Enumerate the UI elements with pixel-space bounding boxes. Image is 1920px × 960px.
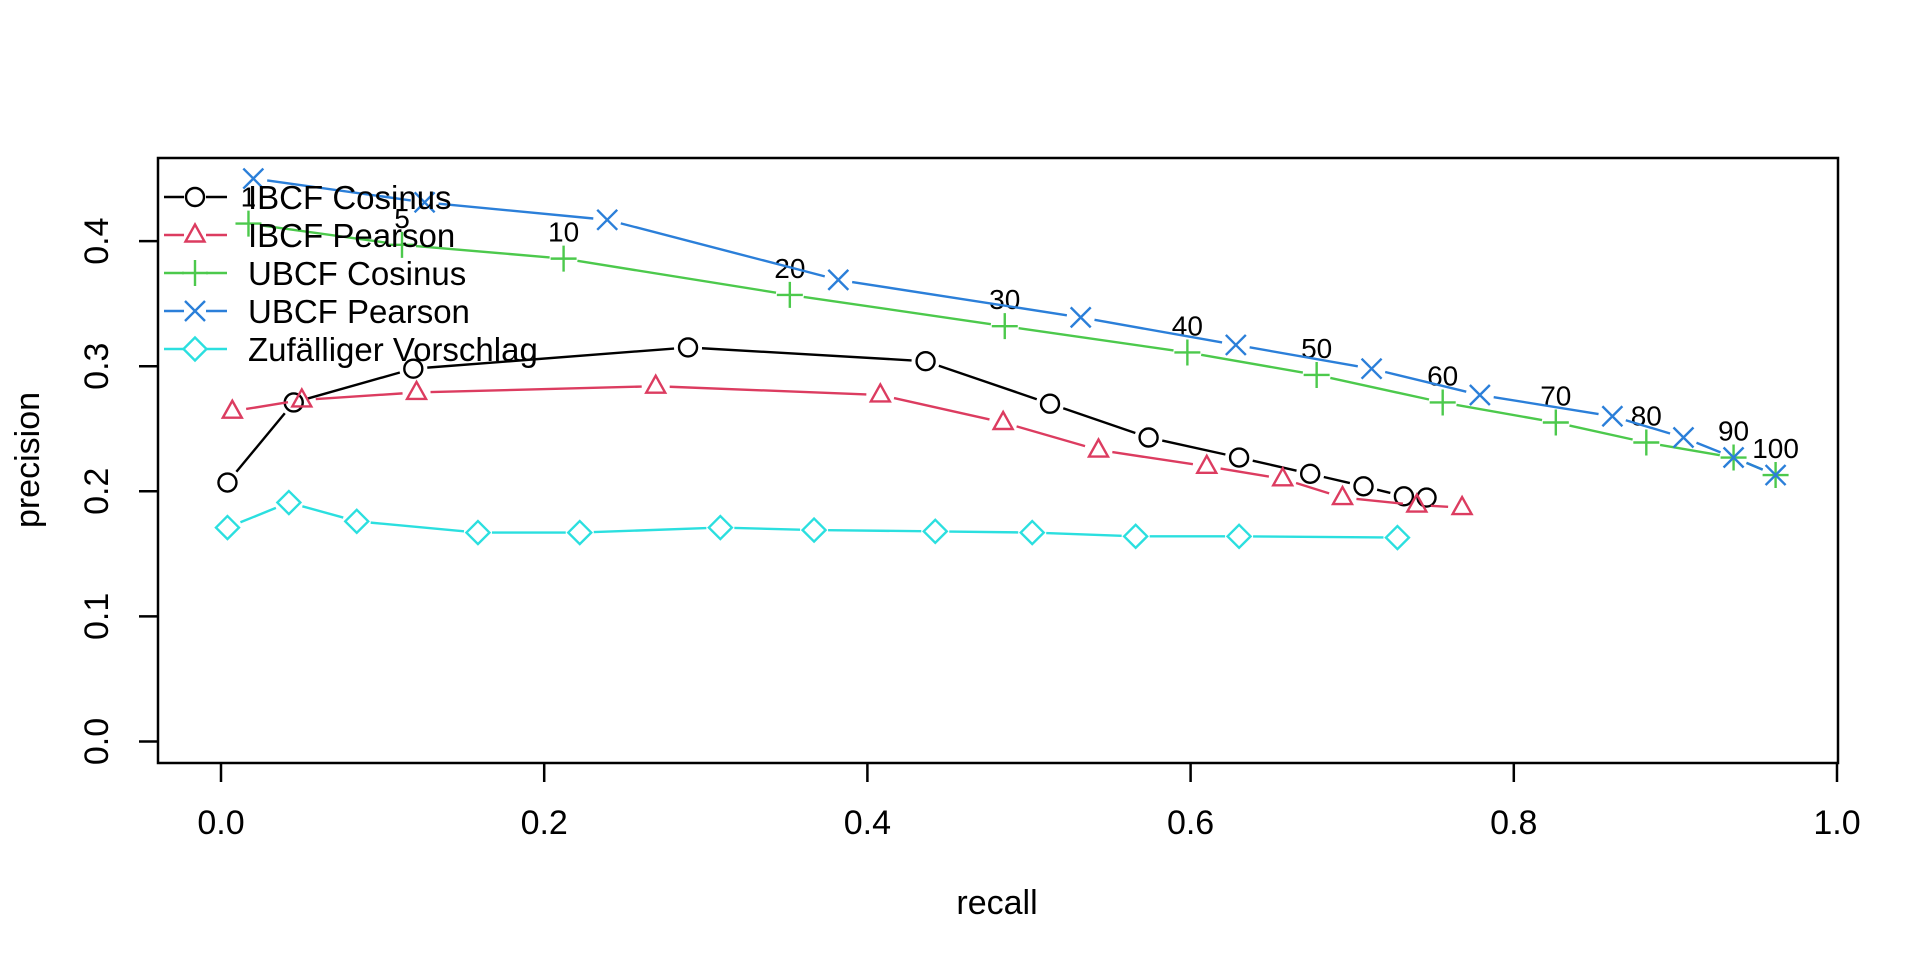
legend-entry-3: UBCF Cosinus bbox=[164, 255, 466, 292]
point-label: 100 bbox=[1752, 433, 1799, 464]
y-axis-tick-label: 0.0 bbox=[78, 718, 116, 765]
series-line-ubcf-pearson bbox=[267, 179, 1764, 471]
series-markers-zuf-lliger-vorschlag bbox=[214, 489, 1411, 551]
y-axis: 0.0 0.1 0.2 0.3 0.4 bbox=[78, 217, 158, 765]
point-label: 5 bbox=[394, 203, 410, 234]
point-label: 30 bbox=[989, 284, 1020, 315]
series-markers-ibcf-cosinus bbox=[217, 337, 1437, 508]
point-label: 10 bbox=[548, 217, 579, 248]
point-label: 1 bbox=[241, 182, 257, 213]
x-axis-tick-label: 1.0 bbox=[1813, 804, 1860, 842]
legend-entry-4: UBCF Pearson bbox=[164, 293, 470, 330]
legend-label: Zufälliger Vorschlag bbox=[248, 331, 538, 368]
x-axis-title: recall bbox=[956, 884, 1038, 922]
y-axis-tick-label: 0.1 bbox=[78, 593, 116, 640]
series-markers-ibcf-pearson bbox=[220, 373, 1474, 516]
x-axis-tick-label: 0.0 bbox=[197, 804, 244, 842]
x-axis-tick-label: 0.6 bbox=[1167, 804, 1214, 842]
series-line-ubcf-cosinus bbox=[262, 224, 1764, 471]
y-axis-tick-label: 0.4 bbox=[78, 217, 116, 264]
point-label: 90 bbox=[1718, 416, 1749, 447]
series-markers-ubcf-pearson bbox=[242, 167, 1787, 486]
x-axis-tick-label: 0.8 bbox=[1490, 804, 1537, 842]
legend-entry-2: IBCF Pearson bbox=[164, 217, 455, 254]
series-line-ibcf-cosinus bbox=[235, 347, 1391, 495]
plot-box bbox=[156, 156, 1840, 765]
legend-label: IBCF Pearson bbox=[248, 217, 455, 254]
legend-label: UBCF Pearson bbox=[248, 293, 470, 330]
x-axis: 0.0 0.2 0.4 0.6 0.8 1.0 bbox=[197, 763, 1861, 842]
y-axis-tick-label: 0.2 bbox=[78, 468, 116, 515]
y-axis-title: precision bbox=[9, 391, 47, 529]
series-line-zuf-lliger-vorschlag bbox=[239, 505, 1384, 539]
x-axis-tick-label: 0.2 bbox=[521, 804, 568, 842]
legend-label: UBCF Cosinus bbox=[248, 255, 466, 292]
series-line-ibcf-pearson bbox=[245, 385, 1449, 508]
legend-entry-1: IBCF Cosinus bbox=[164, 179, 452, 216]
y-axis-tick-label: 0.3 bbox=[78, 343, 116, 390]
x-axis-tick-label: 0.4 bbox=[844, 804, 891, 842]
legend-entry-5: Zufälliger Vorschlag bbox=[164, 331, 538, 368]
legend-label: IBCF Cosinus bbox=[248, 179, 452, 216]
